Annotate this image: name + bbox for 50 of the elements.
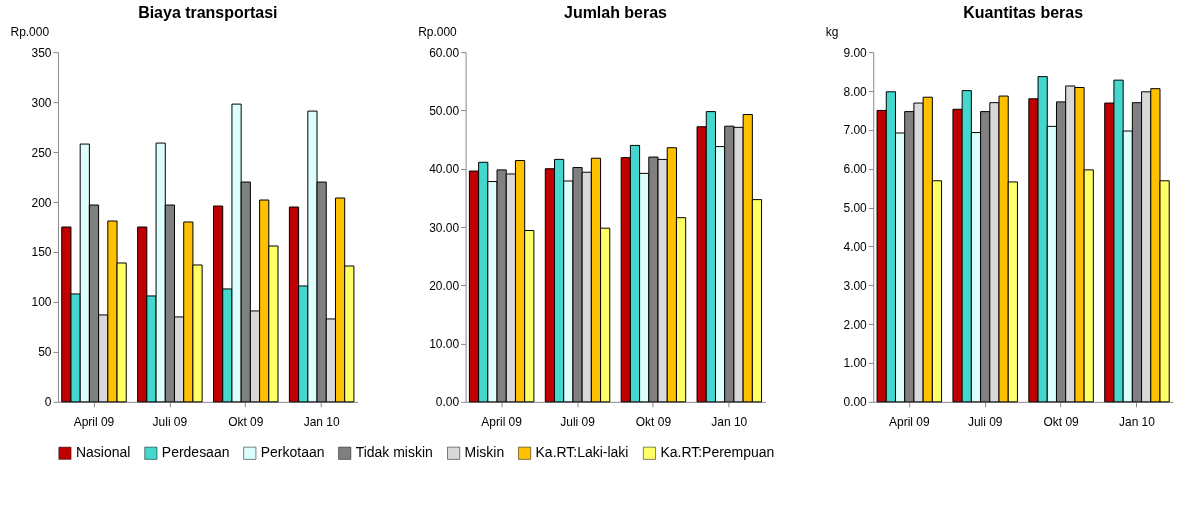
y-tick-label: 60.00 <box>429 45 460 60</box>
y-tick-label: 50.00 <box>429 103 460 118</box>
x-tick-label: Okt 09 <box>228 415 264 430</box>
y-tick-label: 1.00 <box>843 356 868 371</box>
x-tick-label: Juli 09 <box>560 415 596 430</box>
x-tick-label: April 09 <box>889 415 930 430</box>
y-tick-label: 0.00 <box>435 395 460 410</box>
y-tick-label: 9.00 <box>843 45 868 60</box>
y-tick-label: 350 <box>31 45 52 60</box>
y-tick-label: 250 <box>31 145 52 160</box>
y-tick-label: 0.00 <box>843 395 868 410</box>
legend-label: Tidak miskin <box>355 444 433 461</box>
y-tick-label: 10.00 <box>429 337 460 352</box>
y-tick-label: 20.00 <box>429 278 460 293</box>
legend-label: Perdesaan <box>161 444 230 461</box>
y-axis-title: Rp.000 <box>418 24 458 39</box>
y-tick-label: 150 <box>31 245 52 260</box>
y-tick-label: 3.00 <box>843 278 868 293</box>
x-tick-label: Jan 10 <box>711 415 748 430</box>
y-tick-label: 50 <box>38 345 52 360</box>
x-tick-label: Jan 10 <box>303 415 340 430</box>
x-tick-label: Juli 09 <box>152 415 188 430</box>
x-tick-label: April 09 <box>481 415 523 430</box>
y-tick-label: 200 <box>31 195 52 210</box>
legend-label: Ka.RT:Perempuan <box>660 444 775 461</box>
x-tick-label: Okt 09 <box>1043 415 1080 430</box>
y-tick-label: 2.00 <box>843 317 868 332</box>
chart-title: Jumlah beras <box>564 4 668 22</box>
chart-title: Kuantitas beras <box>963 4 1084 22</box>
legend-label: Ka.RT:Laki-laki <box>535 444 629 461</box>
y-axis-title: Rp.000 <box>10 24 50 39</box>
y-tick-label: 300 <box>31 95 52 110</box>
y-tick-label: 40.00 <box>429 162 460 177</box>
y-tick-label: 8.00 <box>843 84 868 99</box>
chart-title: Biaya transportasi <box>138 4 278 22</box>
legend-label: Perkotaan <box>260 444 325 461</box>
y-tick-label: 5.00 <box>843 201 868 216</box>
y-tick-label: 6.00 <box>843 162 868 177</box>
x-tick-label: Jan 10 <box>1118 415 1156 430</box>
x-tick-label: Juli 09 <box>967 415 1003 430</box>
y-tick-label: 7.00 <box>843 123 868 138</box>
x-tick-label: April 09 <box>73 415 115 430</box>
x-tick-label: Okt 09 <box>635 415 672 430</box>
y-tick-label: 30.00 <box>429 220 460 235</box>
legend-label: Miskin <box>464 444 505 461</box>
legend-label: Nasional <box>75 444 131 461</box>
y-tick-label: 4.00 <box>843 239 868 254</box>
y-axis-title: kg <box>825 24 839 39</box>
y-tick-label: 100 <box>31 295 52 310</box>
y-tick-label: 0 <box>44 395 52 410</box>
